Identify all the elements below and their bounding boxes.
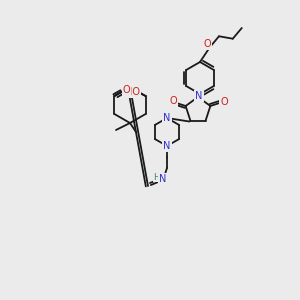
Text: N: N <box>159 174 167 184</box>
Text: HO: HO <box>125 87 140 97</box>
Text: N: N <box>195 91 203 101</box>
Text: H: H <box>154 172 160 182</box>
Text: N: N <box>163 113 171 123</box>
Text: O: O <box>203 39 211 49</box>
Text: O: O <box>220 97 228 106</box>
Text: N: N <box>163 141 171 151</box>
Text: O: O <box>123 85 130 95</box>
Text: O: O <box>169 96 177 106</box>
